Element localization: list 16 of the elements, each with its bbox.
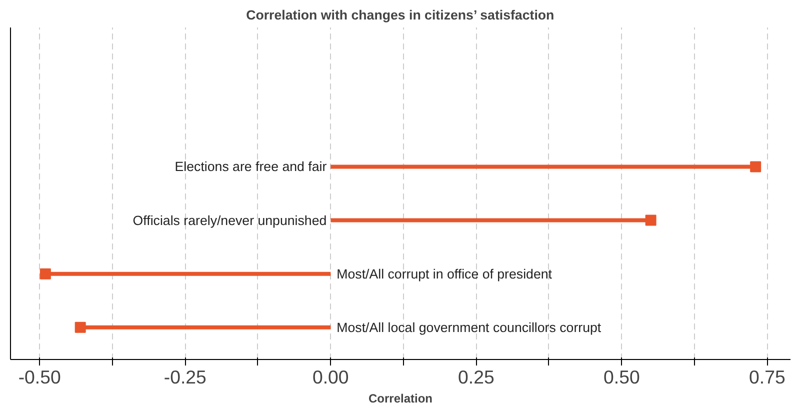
x-tick-label: -0.25 <box>164 366 206 388</box>
point <box>74 322 86 333</box>
y-tick-label: Elections are free and fair <box>174 159 328 174</box>
chart-title: Correlation with changes in citizens’ satisfaction <box>246 8 554 22</box>
x-tick-label: 0.25 <box>458 366 494 388</box>
point <box>750 161 762 172</box>
x-tick-label: 0.75 <box>749 366 786 388</box>
y-tick-label: Officials rarely/never unpunished <box>132 212 327 228</box>
x-tick-label: 0.50 <box>604 366 640 388</box>
x-tick-label: -0.50 <box>18 366 61 388</box>
point <box>645 214 656 226</box>
y-tick-label: Most/All corrupt in office of president <box>336 266 552 282</box>
x-tick-label: 0.00 <box>312 366 349 388</box>
x-axis-title: Correlation <box>368 392 433 406</box>
y-tick-label: Most/All local government councillors corrupt <box>336 320 602 335</box>
point <box>40 268 51 280</box>
